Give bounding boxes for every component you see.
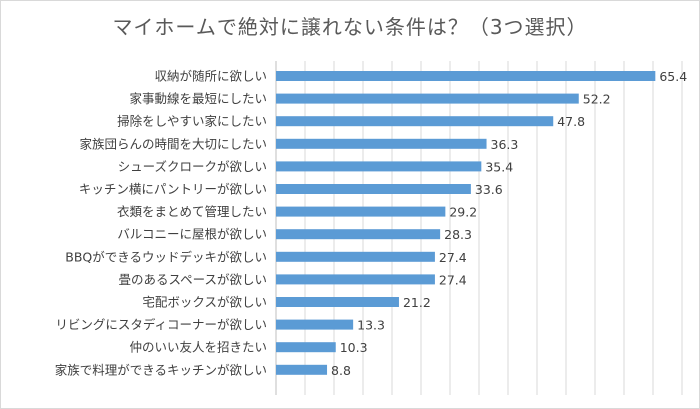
gridlines [275,61,683,395]
value-label: 29.2 [449,205,477,220]
value-labels: 65.4 52.2 47.8 36.3 35.4 33.6 29.2 28.3 27.4 27.4… [331,69,687,378]
bar [276,116,554,127]
bar [276,229,441,240]
category-label: 衣類をまとめて管理したい [117,204,267,219]
category-label: キッチン横にパントリーが欲しい [79,182,267,197]
bar [276,319,354,330]
bar [276,251,435,262]
value-label: 28.3 [444,227,472,242]
category-label: 家族団らんの時間を大切にしたい [79,136,267,151]
category-label: 仲のいい友人を招きたい [129,340,267,355]
value-label: 13.3 [357,318,385,333]
chart-title: マイホームで絶対に譲れない条件は？（3つ選択） [112,15,588,39]
category-label: バルコニーに屋根が欲しい [117,227,267,242]
bar [276,138,487,149]
category-label: 家事動線を最短にしたい [129,91,267,106]
bar [276,274,435,285]
category-label: 収納が随所に欲しい [154,69,267,84]
value-label: 27.4 [439,272,467,287]
category-label: 宅配ボックスが欲しい [142,295,267,310]
bar [276,161,482,172]
value-label: 21.2 [403,295,431,310]
category-label: リビングにスタディコーナーが欲しい [55,317,267,332]
value-label: 8.8 [331,363,351,378]
category-labels: 収納が随所に欲しい家事動線を最短にしたい掃除をしやすい家にしたい家族団らんの時間… [55,69,267,378]
value-label: 10.3 [340,340,368,355]
bar [276,184,471,194]
value-label: 36.3 [491,137,519,152]
category-label: 家族で料理ができるキッチンが欲しい [55,362,267,377]
bar [276,364,328,375]
category-label: BBQができるウッドデッキが欲しい [65,249,267,264]
category-label: 畳のあるスペースが欲しい [118,272,267,287]
value-label: 52.2 [583,92,611,107]
bar [276,71,656,81]
category-label: シューズクロークが欲しい [118,159,267,174]
bar [276,342,336,353]
value-label: 33.6 [475,182,503,197]
value-label: 65.4 [659,69,687,84]
bar [276,206,446,217]
value-label: 47.8 [557,114,585,129]
bars [276,71,656,375]
bar [276,297,399,307]
value-label: 35.4 [485,159,513,174]
value-label: 27.4 [439,250,467,265]
bar [276,93,579,104]
category-label: 掃除をしやすい家にしたい [117,114,267,129]
